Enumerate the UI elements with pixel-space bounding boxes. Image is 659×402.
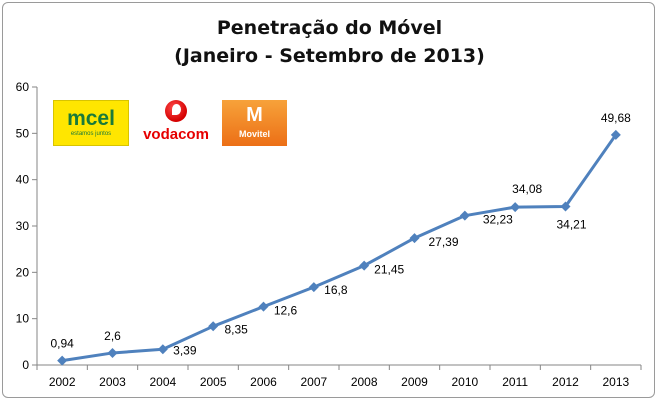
data-point-marker bbox=[560, 201, 571, 212]
data-point-marker bbox=[459, 210, 470, 221]
chart-frame bbox=[2, 2, 655, 398]
data-label: 8,35 bbox=[224, 322, 248, 336]
data-point-marker bbox=[308, 282, 319, 293]
x-tick-label: 2007 bbox=[300, 375, 327, 389]
x-tick-label: 2003 bbox=[99, 375, 126, 389]
series-line bbox=[61, 133, 618, 363]
mcel-logo-word: mcel bbox=[67, 107, 115, 130]
x-tick-label: 2012 bbox=[552, 375, 579, 389]
data-point-marker bbox=[610, 129, 621, 140]
mcel-logo: mcel estamos juntos bbox=[53, 100, 129, 146]
y-tick-label: 50 bbox=[16, 126, 30, 140]
movitel-logo-word: Movitel bbox=[238, 129, 270, 139]
data-label: 12,6 bbox=[274, 304, 298, 318]
x-tick-label: 2009 bbox=[401, 375, 428, 389]
y-tick-label: 60 bbox=[16, 80, 30, 94]
chart-title-block: Penetração do Móvel (Janeiro - Setembro … bbox=[0, 14, 659, 70]
x-tick-label: 2005 bbox=[200, 375, 227, 389]
data-label: 27,39 bbox=[428, 235, 458, 249]
data-label: 3,39 bbox=[173, 343, 197, 357]
data-label: 34,08 bbox=[512, 182, 542, 196]
x-tick-label: 2010 bbox=[451, 375, 478, 389]
y-tick-label: 20 bbox=[16, 265, 30, 279]
data-label: 49,68 bbox=[601, 111, 631, 125]
data-point-marker bbox=[510, 202, 521, 213]
vodacom-speechmark-icon bbox=[165, 100, 187, 122]
data-label: 16,8 bbox=[324, 283, 348, 297]
x-tick-label: 2008 bbox=[351, 375, 378, 389]
data-point-marker bbox=[157, 344, 168, 355]
chart-subtitle: (Janeiro - Setembro de 2013) bbox=[174, 45, 485, 67]
data-label: 21,45 bbox=[374, 263, 404, 277]
x-tick-label: 2011 bbox=[502, 375, 528, 389]
y-tick-label: 10 bbox=[16, 312, 30, 326]
data-label: 0,94 bbox=[50, 337, 74, 351]
data-label: 34,21 bbox=[556, 217, 586, 231]
data-point-marker bbox=[359, 260, 370, 271]
data-point-marker bbox=[208, 321, 219, 332]
mcel-logo-tagline: estamos juntos bbox=[70, 131, 112, 137]
y-axis: 0 10 20 30 40 50 60 bbox=[16, 80, 38, 372]
x-tick-label: 2006 bbox=[250, 375, 277, 389]
y-tick-label: 40 bbox=[16, 173, 30, 187]
data-label: 32,23 bbox=[483, 213, 513, 227]
x-tick-label: 2002 bbox=[49, 375, 76, 389]
data-point-marker bbox=[409, 233, 420, 244]
y-tick-label: 0 bbox=[22, 358, 29, 372]
plot-area: 0,94 2,6 3,39 8,35 12,6 16,8 21,45 27,39 32,23 34… bbox=[50, 111, 631, 366]
data-point-marker bbox=[258, 301, 269, 312]
vodacom-logo-word: vodacom bbox=[143, 126, 209, 143]
chart-title: Penetração do Móvel bbox=[216, 17, 443, 39]
data-point-marker bbox=[107, 347, 118, 358]
data-point-marker bbox=[57, 355, 68, 366]
y-tick-label: 30 bbox=[16, 219, 30, 233]
x-axis: 2002 2003 2004 2005 2006 2007 2008 2009 2010 2011… bbox=[36, 364, 642, 389]
movitel-logo: M Movitel bbox=[222, 100, 287, 146]
x-tick-label: 2004 bbox=[149, 375, 176, 389]
movitel-m-icon: M bbox=[246, 104, 263, 126]
x-tick-label: 2013 bbox=[602, 375, 629, 389]
vodacom-logo: vodacom bbox=[140, 100, 212, 146]
data-label: 2,6 bbox=[104, 329, 121, 343]
